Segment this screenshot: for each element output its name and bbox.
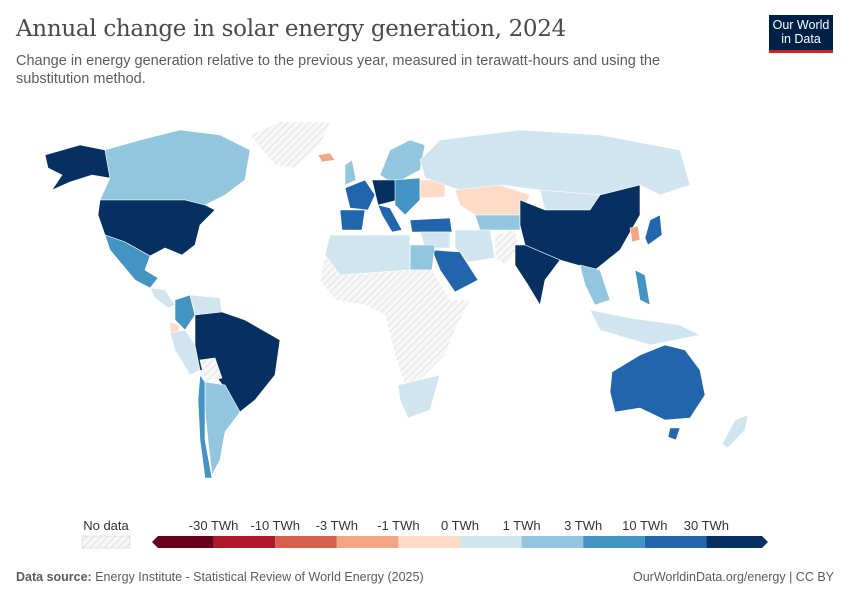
country-middle-east[interactable] bbox=[419, 231, 451, 249]
country-iran[interactable] bbox=[454, 229, 496, 263]
country-bolivia[interactable] bbox=[199, 357, 223, 383]
country-egypt[interactable] bbox=[409, 244, 436, 271]
country-eastern-europe[interactable] bbox=[394, 177, 421, 216]
country-indonesia[interactable] bbox=[589, 309, 701, 346]
source-label: Data source: bbox=[16, 570, 92, 584]
chart-subtitle: Change in energy generation relative to … bbox=[16, 53, 661, 87]
legend-bin[interactable] bbox=[706, 536, 768, 548]
legend-tick-label: 1 TWh bbox=[502, 518, 541, 533]
country-spain[interactable] bbox=[339, 209, 366, 231]
legend-bin[interactable] bbox=[275, 536, 337, 548]
country-turkey[interactable] bbox=[409, 217, 453, 233]
country-north-africa[interactable] bbox=[324, 234, 411, 276]
country-australia[interactable] bbox=[609, 344, 706, 421]
legend-tick-label: 10 TWh bbox=[622, 518, 668, 533]
country-brazil[interactable] bbox=[194, 311, 281, 413]
country-central-america[interactable] bbox=[149, 287, 176, 309]
footer: Data source: Energy Institute - Statisti… bbox=[16, 570, 834, 584]
source-text[interactable]: Energy Institute - Statistical Review of… bbox=[95, 570, 424, 584]
country-central-asia[interactable] bbox=[474, 214, 521, 231]
legend-tick-label: 3 TWh bbox=[564, 518, 603, 533]
owid-logo[interactable]: Our World in Data bbox=[769, 15, 833, 53]
country-saudi[interactable] bbox=[431, 249, 479, 293]
logo-text: Our World in Data bbox=[772, 18, 830, 46]
legend-no-data-swatch[interactable] bbox=[81, 535, 131, 549]
legend-bin[interactable] bbox=[460, 536, 522, 548]
country-philippines[interactable] bbox=[634, 269, 651, 306]
country-russia[interactable] bbox=[419, 129, 691, 196]
country-argentina[interactable] bbox=[204, 381, 241, 476]
country-japan[interactable] bbox=[644, 214, 663, 246]
legend-bin[interactable] bbox=[213, 536, 276, 548]
country-western-europe[interactable] bbox=[344, 179, 376, 211]
legend-tick-label: -1 TWh bbox=[377, 518, 420, 533]
country-italy[interactable] bbox=[377, 204, 403, 233]
legend-bin[interactable] bbox=[152, 536, 214, 548]
legend: No data -30 TWh -10 TWh -3 TWh -1 TWh 0 TWh 1… bbox=[0, 510, 850, 555]
country-kazakhstan[interactable] bbox=[454, 184, 531, 216]
legend-tick-label: -3 TWh bbox=[315, 518, 358, 533]
legend-tick-label: -10 TWh bbox=[250, 518, 300, 533]
country-mexico[interactable] bbox=[104, 234, 159, 289]
legend-bin[interactable] bbox=[583, 536, 645, 548]
legend-bin[interactable] bbox=[398, 536, 460, 548]
chart-title: Annual change in solar energy generation… bbox=[16, 16, 566, 42]
country-chile[interactable] bbox=[197, 374, 213, 479]
country-new-zealand[interactable] bbox=[721, 414, 749, 449]
country-venezuela[interactable] bbox=[189, 294, 223, 316]
legend-tick-label: 30 TWh bbox=[683, 518, 730, 533]
country-colombia[interactable] bbox=[174, 294, 196, 331]
country-china[interactable] bbox=[519, 184, 641, 271]
country-se-asia[interactable] bbox=[579, 264, 611, 306]
country-uk[interactable] bbox=[344, 159, 357, 186]
legend-bin[interactable] bbox=[644, 536, 707, 548]
country-alaska[interactable] bbox=[44, 144, 111, 191]
world-map[interactable] bbox=[0, 110, 850, 510]
country-south-africa[interactable] bbox=[397, 374, 441, 419]
country-korea[interactable] bbox=[629, 225, 641, 243]
country-tasmania[interactable] bbox=[667, 427, 681, 441]
legend-bin[interactable] bbox=[521, 536, 584, 548]
country-germany[interactable] bbox=[371, 179, 399, 206]
country-pakistan[interactable] bbox=[494, 229, 521, 266]
country-iceland[interactable] bbox=[317, 152, 336, 163]
legend-tick-label: 0 TWh bbox=[440, 518, 480, 533]
legend-no-data-label: No data bbox=[83, 518, 129, 533]
owid-link[interactable]: OurWorldinData.org/energy | CC BY bbox=[632, 570, 834, 584]
legend-tick-label: -30 TWh bbox=[188, 518, 239, 533]
legend-bin[interactable] bbox=[336, 536, 399, 548]
country-greenland[interactable] bbox=[249, 121, 331, 169]
country-india[interactable] bbox=[514, 244, 561, 306]
country-canada[interactable] bbox=[99, 129, 251, 206]
country-africa[interactable] bbox=[319, 254, 471, 386]
